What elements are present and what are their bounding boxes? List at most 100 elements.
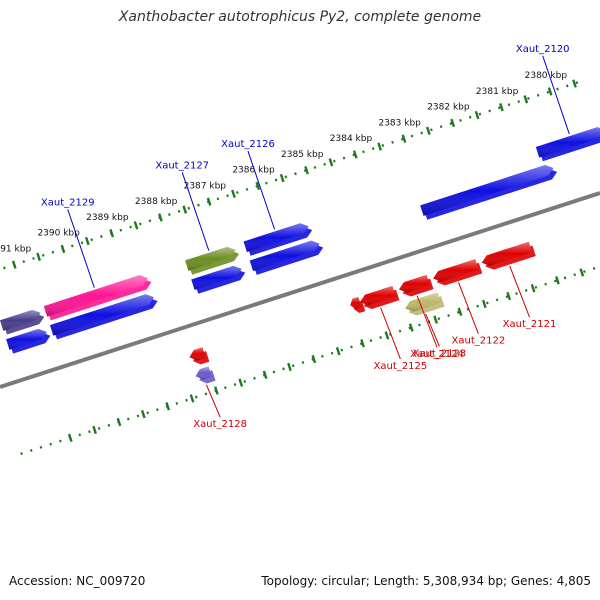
ruler-outer-dot	[439, 125, 443, 129]
gene-arrow-shade	[350, 296, 362, 310]
ruler-outer-dot	[546, 90, 550, 94]
major-tick	[457, 307, 463, 317]
gene-arrow	[0, 309, 45, 335]
ruler-inner-dot	[340, 348, 344, 352]
ruler-outer-dot	[362, 150, 365, 154]
ruler-inner-dot	[243, 379, 247, 383]
major-tick	[450, 118, 456, 128]
gene-arrow-shade	[43, 275, 148, 317]
major-tick	[165, 402, 171, 411]
major-tick	[506, 291, 512, 301]
tick-label: 2386 kbp	[232, 166, 275, 176]
ruler-outer-dot	[556, 87, 559, 91]
ruler-outer-dot	[22, 260, 26, 264]
major-tick	[92, 425, 97, 435]
gene-arrow	[481, 241, 536, 270]
ruler-outer-dot	[323, 162, 326, 166]
ruler-inner-dot	[524, 288, 528, 292]
ruler-inner-dot	[20, 452, 23, 456]
ruler-outer-dot	[294, 172, 297, 176]
tick-label: 2390 kbp	[37, 229, 80, 239]
ruler-outer-dot	[430, 128, 433, 132]
major-tick	[140, 410, 146, 419]
gene-label: Xaut_2124	[410, 349, 464, 360]
gene-leader-line	[425, 313, 440, 347]
ruler-inner-dot	[185, 398, 188, 402]
gene-arrow-shade	[359, 285, 396, 306]
ruler-outer-dot	[536, 93, 540, 97]
ruler-outer-dot	[371, 147, 375, 151]
gene-leader-line	[206, 384, 221, 418]
major-tick	[262, 370, 268, 380]
ruler-outer-dot	[41, 253, 45, 257]
major-tick	[579, 268, 585, 277]
ruler-outer-dot	[333, 159, 336, 163]
page-title: Xanthobacter autotrophicus Py2, complete…	[118, 9, 482, 25]
ruler-outer-dot	[565, 84, 569, 88]
major-tick	[109, 229, 115, 238]
tick-label: 2391 kbp	[0, 244, 31, 254]
gene-arrow	[535, 127, 600, 162]
ruler-outer-dot	[197, 203, 200, 207]
ruler-inner-dot	[126, 417, 130, 421]
gene-label: Xaut_2125	[374, 361, 428, 372]
ruler-outer-dot	[138, 222, 142, 226]
gene-arrow-shade	[189, 347, 206, 361]
ruler-inner-dot	[398, 329, 402, 333]
major-tick	[352, 150, 358, 159]
major-tick	[384, 331, 390, 340]
genome-summary: Topology: circular; Length: 5,308,934 bp…	[261, 574, 591, 588]
gene-arrow-shade	[420, 165, 554, 216]
gene-leader-line	[542, 55, 570, 135]
gene-arrow	[249, 240, 324, 275]
ruler-inner-dot	[78, 433, 82, 437]
ruler-inner-dot	[97, 427, 101, 430]
scale-tick-labels: 2380 kbp 2381 kbp 2382 kbp 2383 kbp 2384 kbp…	[0, 71, 567, 254]
ruler-inner-dot	[49, 442, 52, 446]
ruler-inner-dot	[136, 414, 140, 418]
gene-arrow	[405, 292, 445, 316]
major-tick	[335, 347, 341, 356]
ruler-inner-dot	[437, 317, 441, 321]
ruler-inner-dot	[233, 383, 237, 387]
major-tick	[481, 299, 487, 309]
ruler-outer-dot	[119, 228, 123, 232]
ruler-inner-dot	[369, 339, 373, 343]
ruler-outer-dot	[148, 219, 152, 223]
ruler-inner-dot	[408, 326, 412, 330]
ruler-inner-dot	[224, 386, 227, 390]
major-tick	[84, 236, 90, 246]
ruler-outer-dot	[391, 140, 394, 144]
ruler-outer-dot	[468, 115, 472, 119]
gene-arrow	[6, 328, 51, 354]
major-tick	[474, 110, 480, 120]
tick-label: 2381 kbp	[476, 87, 519, 97]
major-tick	[530, 284, 536, 293]
major-tick	[67, 433, 73, 443]
ruler-outer-dot	[3, 266, 6, 270]
gene-arrow-shade	[49, 294, 154, 336]
major-tick	[360, 339, 365, 348]
ruler-inner-dot	[175, 401, 179, 405]
ruler-inner-dot	[59, 439, 62, 443]
ruler-outer-dot	[284, 175, 288, 179]
tick-label: 2384 kbp	[330, 134, 373, 144]
ruler-inner-dot	[505, 295, 509, 299]
major-tick	[182, 205, 188, 214]
tick-label: 2382 kbp	[427, 103, 470, 113]
major-tick	[499, 102, 504, 112]
gene-arrow-shade	[185, 246, 236, 271]
major-tick	[433, 315, 439, 324]
ruler-outer-dot	[352, 153, 356, 157]
gene-arrow-shade	[398, 274, 430, 293]
gene-arrow	[359, 285, 400, 310]
gene-arrow-shade	[0, 309, 41, 331]
gene-label: Xaut_2121	[503, 319, 557, 330]
gene-arrow-shade	[249, 240, 320, 272]
ruler-outer-dot	[70, 244, 74, 248]
ruler-inner-dot	[321, 354, 324, 358]
ruler-outer-dot	[255, 184, 259, 188]
ruler-inner-dot	[29, 449, 33, 452]
major-tick	[547, 87, 553, 96]
